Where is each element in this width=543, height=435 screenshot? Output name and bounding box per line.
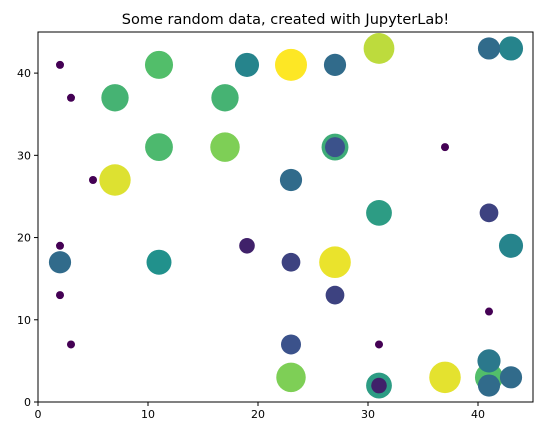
data-point — [145, 133, 173, 162]
data-point — [89, 176, 97, 184]
data-point — [275, 48, 307, 81]
data-point — [56, 291, 64, 300]
data-point — [479, 203, 499, 223]
axes-frame — [37, 31, 534, 403]
y-tick-label: 40 — [17, 67, 31, 80]
data-point — [101, 84, 129, 112]
data-point — [371, 377, 387, 394]
data-point — [56, 241, 64, 250]
data-points — [48, 33, 524, 399]
data-point — [211, 84, 239, 112]
data-point — [477, 374, 501, 397]
data-point — [146, 249, 172, 275]
data-point — [281, 252, 301, 272]
data-point — [210, 132, 240, 162]
data-point — [477, 37, 501, 60]
x-tick-label: 10 — [141, 408, 155, 421]
x-tick-label: 0 — [35, 408, 42, 421]
data-point — [429, 361, 461, 394]
data-point — [56, 60, 64, 69]
data-point — [67, 340, 75, 349]
data-point — [441, 143, 449, 152]
y-tick-label: 30 — [17, 149, 31, 162]
data-point — [319, 246, 351, 279]
x-tick-label: 40 — [471, 408, 485, 421]
data-point — [366, 199, 392, 226]
x-tick-label: 30 — [361, 408, 375, 421]
data-point — [276, 362, 306, 393]
data-point — [239, 237, 255, 254]
data-point — [234, 52, 260, 77]
y-axis: 0 10 20 30 40 — [17, 67, 38, 409]
y-tick-label: 10 — [17, 314, 31, 327]
data-point — [498, 36, 524, 61]
data-point — [48, 251, 72, 274]
data-point — [499, 366, 523, 389]
data-point — [279, 168, 303, 192]
data-point — [375, 340, 383, 349]
data-point — [99, 164, 131, 196]
plot-area — [37, 31, 534, 403]
data-point — [144, 50, 174, 79]
data-point — [67, 93, 75, 102]
data-point — [498, 233, 524, 258]
data-point — [325, 285, 345, 305]
x-axis: 0 10 20 30 40 — [35, 402, 485, 421]
data-point — [485, 307, 493, 316]
data-point — [323, 53, 347, 76]
data-point — [281, 334, 301, 355]
chart-title: Some random data, created with JupyterLa… — [122, 12, 449, 28]
data-point — [477, 349, 501, 373]
data-point — [363, 33, 395, 64]
y-tick-label: 20 — [17, 232, 31, 245]
data-point — [325, 137, 345, 158]
y-tick-label: 0 — [24, 396, 31, 409]
x-tick-label: 20 — [251, 408, 265, 421]
